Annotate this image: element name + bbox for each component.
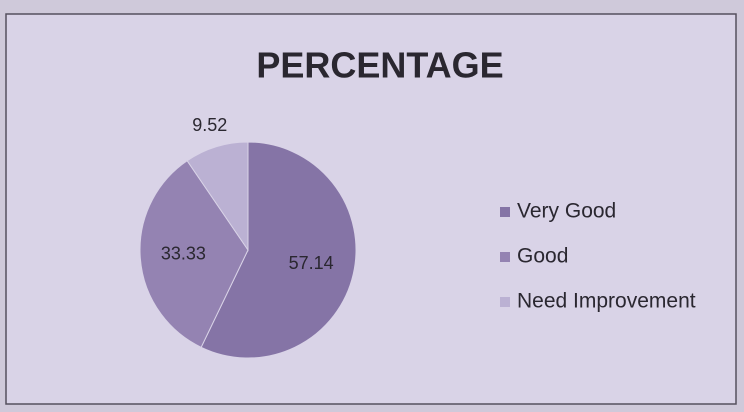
pie-slice — [200, 141, 357, 359]
legend-swatch — [500, 252, 510, 262]
chart-frame — [5, 13, 737, 405]
pie-slice — [186, 141, 249, 252]
pie-slice — [139, 160, 249, 348]
chart-title: PERCENTAGE — [256, 45, 503, 86]
legend-swatch — [500, 207, 510, 217]
legend-label: Need Improvement — [517, 290, 696, 313]
legend-label: Good — [517, 245, 568, 268]
data-label: 9.52 — [192, 115, 227, 135]
data-label: 33.33 — [161, 244, 206, 264]
legend-swatch — [500, 297, 510, 307]
data-label: 57.14 — [289, 253, 334, 273]
legend-label: Very Good — [517, 200, 616, 223]
